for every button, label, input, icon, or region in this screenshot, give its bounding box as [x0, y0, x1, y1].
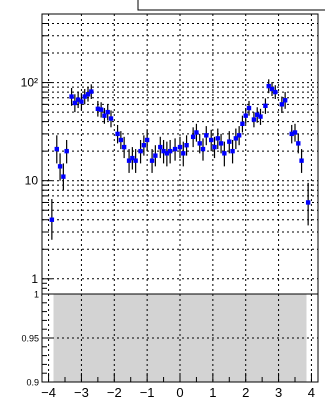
data-point — [89, 89, 94, 94]
ratio-band — [53, 294, 307, 382]
bottom-y-tick-label: 0.9 — [26, 378, 39, 388]
bottom-x-tick-label: 0 — [176, 385, 183, 400]
data-point — [212, 144, 217, 150]
data-point — [69, 94, 74, 99]
data-point — [126, 158, 132, 163]
data-point — [251, 117, 257, 122]
data-point — [54, 146, 59, 152]
data-point — [85, 92, 91, 97]
top-y-tick-label: 10² — [21, 76, 38, 90]
data-point — [246, 105, 252, 111]
data-point — [164, 151, 170, 156]
bottom-x-tick-label: −2 — [107, 385, 122, 400]
data-point — [57, 164, 63, 169]
data-point — [172, 146, 178, 152]
bottom-x-tick-label: 3 — [275, 385, 282, 400]
data-point — [141, 142, 147, 148]
bottom-y-tick-label: 1 — [34, 290, 39, 300]
data-point — [255, 112, 260, 117]
data-point — [118, 137, 124, 143]
bottom-x-tick-label: −1 — [140, 385, 155, 400]
data-point — [105, 109, 110, 115]
data-point — [138, 148, 143, 154]
data-point — [282, 98, 288, 103]
data-point — [115, 131, 120, 137]
data-point — [184, 142, 189, 148]
data-point — [269, 86, 275, 92]
bottom-x-tick-label: −3 — [74, 385, 89, 400]
bottom-grid — [42, 294, 318, 382]
bottom-x-tick-label: 1 — [209, 385, 216, 400]
data-point — [161, 148, 166, 154]
data-point — [215, 136, 220, 141]
data-point — [243, 113, 248, 118]
data-point — [197, 141, 202, 146]
data-point — [177, 144, 183, 150]
data-point — [200, 146, 206, 152]
top-panel: 1 10 10² — [21, 13, 319, 295]
data-point — [263, 103, 268, 108]
data-point — [149, 158, 155, 163]
data-point — [190, 134, 196, 140]
data-point — [233, 136, 239, 141]
data-point — [95, 106, 101, 112]
legend-box-edge — [137, 0, 325, 11]
data-point — [266, 83, 271, 89]
data-point — [49, 217, 55, 222]
data-point — [299, 158, 304, 163]
bottom-x-tick-label: −4 — [41, 385, 56, 400]
data-point — [72, 100, 78, 106]
data-point — [209, 137, 214, 143]
data-point — [75, 97, 81, 102]
data-point — [98, 107, 104, 112]
data-point — [222, 151, 227, 156]
data-point — [218, 141, 224, 146]
data-point — [240, 121, 245, 127]
bottom-y-tick-label: 0.95 — [21, 334, 39, 344]
data-point — [133, 158, 138, 163]
data-point — [181, 151, 186, 156]
top-y-tick-label: 1 — [31, 272, 38, 286]
data-point — [102, 113, 107, 118]
data-point — [292, 130, 298, 135]
top-y-tick-label: 10 — [25, 174, 39, 188]
data-point — [289, 131, 294, 137]
top-markers — [49, 83, 311, 222]
data-point — [153, 153, 158, 158]
data-point — [144, 137, 150, 143]
data-point — [79, 99, 84, 104]
bottom-x-tick-label: 4 — [308, 385, 315, 400]
data-point — [167, 148, 173, 154]
bottom-plot-border — [41, 293, 319, 383]
data-point — [236, 133, 242, 138]
data-point — [258, 114, 263, 119]
data-point — [230, 148, 235, 154]
data-point — [296, 141, 301, 146]
data-point — [158, 144, 163, 150]
top-grid — [42, 13, 318, 294]
data-point — [61, 174, 66, 179]
data-point — [194, 130, 199, 135]
data-point — [279, 102, 285, 107]
top-y-ticks: 1 10 10² — [21, 13, 52, 295]
data-point — [64, 148, 69, 154]
data-point — [227, 139, 232, 144]
data-point — [108, 116, 114, 121]
data-point — [82, 94, 87, 99]
bottom-panel: 0.9 0.95 1 −4 −3 −2 −1 0 1 2 3 4 — [21, 290, 319, 400]
bottom-x-tick-label: 2 — [242, 385, 249, 400]
bottom-y-ticks: 0.9 0.95 1 — [21, 290, 52, 388]
data-point — [130, 155, 135, 161]
data-point — [273, 89, 278, 95]
data-point — [305, 200, 311, 205]
data-point — [204, 133, 209, 138]
bottom-x-ticks: −4 −3 −2 −1 0 1 2 3 4 — [41, 373, 315, 400]
data-point — [121, 144, 127, 150]
